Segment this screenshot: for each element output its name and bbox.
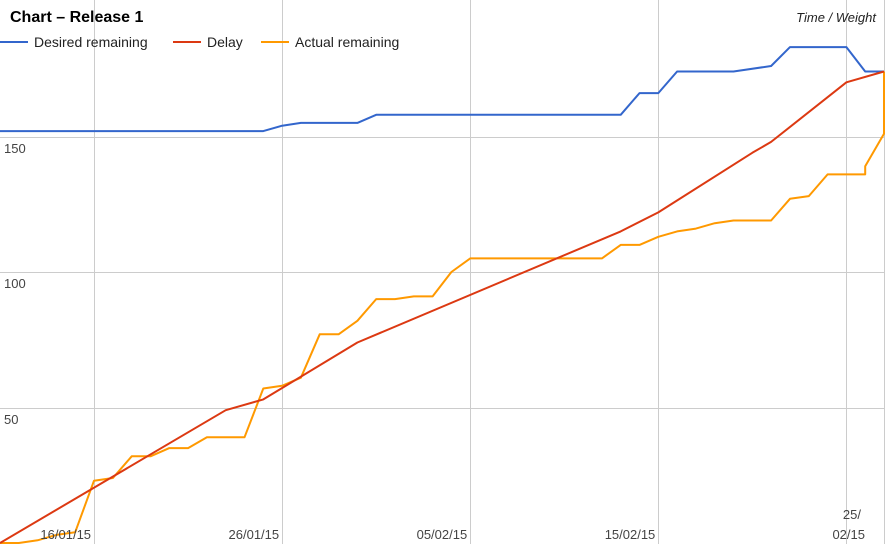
series-line-delay bbox=[0, 70, 885, 544]
y-tick-labels: 50 100 150 bbox=[4, 141, 26, 427]
y-tick-label: 50 bbox=[4, 412, 18, 427]
legend-label: Delay bbox=[207, 34, 243, 50]
x-tick-label: 25/02/15 bbox=[832, 507, 865, 542]
legend-label: Actual remaining bbox=[295, 34, 399, 50]
series-lines bbox=[0, 46, 885, 544]
axis-title: Time / Weight bbox=[796, 10, 877, 25]
x-tick-label: 16/01/15 bbox=[40, 527, 91, 542]
series-line-desired-remaining bbox=[0, 46, 884, 133]
legend: Desired remaining Delay Actual remaining bbox=[0, 34, 399, 50]
y-tick-label: 100 bbox=[4, 276, 26, 291]
series-line-actual-remaining bbox=[0, 71, 885, 544]
x-tick-label: 15/02/15 bbox=[605, 527, 656, 542]
x-tick-labels: 16/01/15 26/01/15 05/02/15 15/02/15 25/02/15 bbox=[40, 507, 865, 542]
x-tick-label: 26/01/15 bbox=[229, 527, 280, 542]
legend-label: Desired remaining bbox=[34, 34, 148, 50]
chart-title: Chart – Release 1 bbox=[10, 9, 144, 26]
y-tick-label: 150 bbox=[4, 141, 26, 156]
x-tick-label: 05/02/15 bbox=[417, 527, 468, 542]
